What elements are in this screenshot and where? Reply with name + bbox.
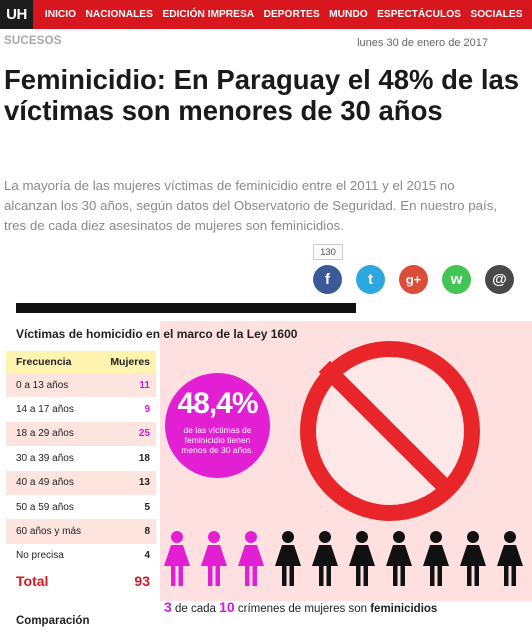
table-total-row: Total 93 (6, 568, 156, 594)
row-value: 13 (138, 477, 150, 489)
nav-item-nacionales[interactable]: NACIONALES (85, 9, 153, 20)
infographic-title: Víctimas de homicidio en el marco de la … (16, 327, 298, 341)
woman-figure-icon (491, 530, 528, 590)
infographic: Víctimas de homicidio en el marco de la … (0, 303, 532, 637)
table-row: 0 a 13 años 11 (6, 373, 156, 398)
woman-figure-icon (158, 530, 195, 590)
article-lead: La mayoría de las mujeres víctimas de fe… (4, 178, 498, 233)
twitter-icon: t (368, 271, 373, 288)
nav-item-edicion-impresa[interactable]: EDICIÓN IMPRESA (162, 9, 255, 20)
share-count: 130 (313, 244, 343, 260)
nav-item-espectaculos[interactable]: ESPECTÁCULOS (377, 9, 461, 20)
caption-text1: de cada (171, 603, 220, 615)
infographic-cropped-header (16, 303, 356, 313)
article-headline: Feminicidio: En Paraguay el 48% de las v… (4, 64, 520, 126)
row-value: 25 (138, 428, 150, 440)
percent-circle: 48,4% de las víctimas de feminicidio tie… (165, 373, 270, 478)
total-value: 93 (134, 573, 150, 590)
comparison-heading: Comparación (16, 615, 90, 627)
caption-bold: feminicidios (370, 603, 438, 615)
site-logo[interactable]: UH (0, 0, 33, 29)
woman-figures (158, 530, 528, 590)
facebook-share-button[interactable]: f (313, 265, 342, 294)
woman-figure-icon (454, 530, 491, 590)
row-label: 30 a 39 años (16, 452, 74, 464)
row-label: 14 a 17 años (16, 404, 74, 416)
row-label: 18 a 29 años (16, 428, 74, 440)
row-value: 9 (144, 404, 150, 416)
victims-table: Frecuencia Mujeres 0 a 13 años 11 14 a 17 … (6, 351, 156, 594)
row-value: 8 (144, 526, 150, 538)
table-row: No precisa 4 (6, 544, 156, 568)
row-label: 50 a 59 años (16, 501, 74, 513)
woman-figure-icon (306, 530, 343, 590)
figures-caption: 3 de cada 10 crímenes de mujeres son fem… (164, 599, 437, 615)
caption-num1: 3 (164, 599, 172, 615)
twitter-share-button[interactable]: t (356, 265, 385, 294)
whatsapp-share-button[interactable]: w (442, 265, 471, 294)
email-share-button[interactable]: @ (485, 265, 514, 294)
row-value: 4 (144, 550, 150, 562)
section-label[interactable]: SUCESOS (4, 35, 62, 47)
total-label: Total (16, 573, 49, 590)
facebook-icon: f (325, 271, 330, 288)
caption-text2: crímenes de mujeres son (234, 603, 371, 615)
row-label: No precisa (16, 550, 64, 562)
woman-figure-icon (195, 530, 232, 590)
nav-item-mundo[interactable]: MUNDO (329, 9, 368, 20)
table-row: 30 a 39 años 18 (6, 446, 156, 470)
email-icon: @ (492, 271, 507, 288)
nav-item-sociales[interactable]: SOCIALES (470, 9, 523, 20)
table-row: 50 a 59 años 5 (6, 495, 156, 519)
woman-figure-icon (232, 530, 269, 590)
table-row: 18 a 29 años 25 (6, 421, 156, 447)
woman-figure-icon (343, 530, 380, 590)
nav-menu: INICIO NACIONALES EDICIÓN IMPRESA DEPORT… (33, 0, 532, 29)
article-date: lunes 30 de enero de 2017 (357, 37, 488, 49)
row-value: 5 (144, 501, 150, 513)
googleplus-icon: g+ (405, 272, 422, 287)
nav-item-deportes[interactable]: DEPORTES (263, 9, 320, 20)
row-value: 18 (138, 452, 150, 464)
table-header-value: Mujeres (110, 356, 150, 368)
table-header: Frecuencia Mujeres (6, 351, 156, 373)
percent-value: 48,4% (177, 387, 258, 420)
table-row: 60 años y más 8 (6, 519, 156, 544)
googleplus-share-button[interactable]: g+ (399, 265, 428, 294)
woman-figure-icon (269, 530, 306, 590)
row-label: 0 a 13 años (16, 379, 69, 391)
whatsapp-icon: w (450, 271, 463, 288)
woman-figure-icon (380, 530, 417, 590)
table-header-label: Frecuencia (16, 356, 72, 368)
nav-item-inicio[interactable]: INICIO (44, 9, 77, 20)
table-row: 40 a 49 años 13 (6, 470, 156, 495)
caption-num2: 10 (219, 599, 235, 615)
row-label: 60 años y más (16, 526, 82, 538)
woman-figure-icon (417, 530, 454, 590)
percent-text: de las víctimas de feminicidio tienen me… (181, 425, 254, 455)
top-nav: UH INICIO NACIONALES EDICIÓN IMPRESA DEP… (0, 0, 532, 29)
table-row: 14 a 17 años 9 (6, 397, 156, 421)
row-value: 11 (139, 379, 150, 391)
row-label: 40 a 49 años (16, 477, 74, 489)
